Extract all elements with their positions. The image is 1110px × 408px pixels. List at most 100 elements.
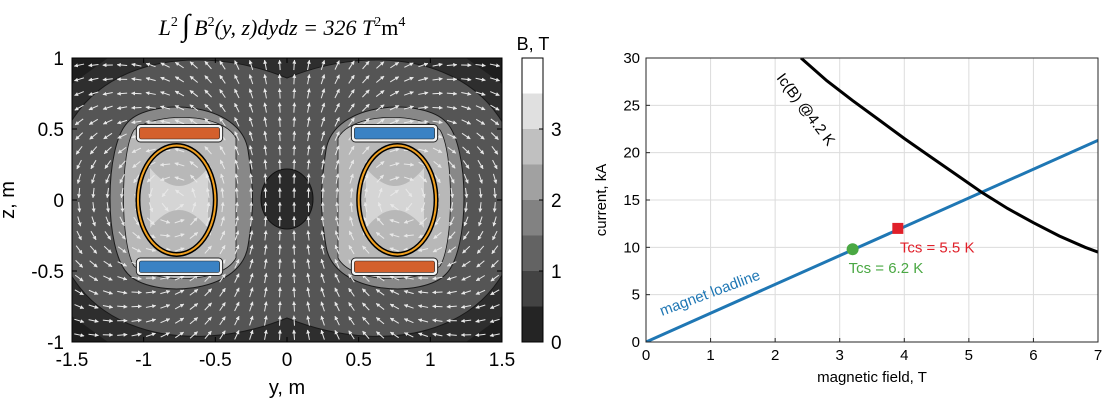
field-arrow [263,73,268,85]
field-arrow [77,202,82,213]
x-tick-label: 4 [900,347,908,364]
field-arrow [306,130,311,142]
field-arrow [145,91,156,96]
field-arrow [131,247,142,253]
field-arrow [375,288,385,296]
field-arrow [263,272,268,284]
field-arrow [204,316,212,325]
field-arrow [219,245,226,255]
field-arrow [249,258,254,269]
field-arrow [75,245,83,255]
field-arrow [102,304,114,309]
field-arrow [403,91,414,96]
field-arrow [447,133,457,139]
field-arrow [74,289,84,296]
loadline-y-ticks: 0 5 10 15 20 25 30 [623,50,650,351]
field-arrow [490,104,500,111]
field-arrow [476,260,485,268]
field-arrow [376,331,385,339]
field-arrow [74,318,85,324]
field-arrow [219,302,226,311]
field-arrow [475,77,486,82]
field-arrow [248,130,254,142]
field-arrow [492,230,498,241]
field-arrow [234,258,240,269]
field-arrow [263,173,268,184]
operating-points: Tcs = 6.2 K Tcs = 5.5 K [846,222,974,277]
field-arrow [306,315,311,326]
field-arrow [389,176,400,181]
x-tick-label: -0.5 [199,350,232,371]
field-arrow [403,318,414,324]
field-arrow [148,187,153,199]
field-arrow [145,332,156,337]
field-arrow [74,91,84,96]
field-arrow [417,247,429,252]
field-arrow [320,258,325,269]
field-arrow [74,333,85,338]
field-arrow [204,288,213,297]
field-arrow [159,105,171,110]
field-arrow [464,202,468,213]
field-arrow [132,231,141,240]
field-arrow [219,103,226,113]
field-arrow [334,216,339,227]
field-arrow [390,203,399,211]
field-arrow [334,60,340,70]
field-arrow [389,289,400,295]
vacuum-rings [135,143,439,257]
field-arrow [90,230,97,241]
field-arrow [403,105,415,110]
field-arrow [160,76,170,82]
field-arrow [375,303,385,310]
field-arrow [375,161,385,168]
field-arrow [263,59,268,71]
field-arrow [335,159,340,170]
y-tick-label: 0 [53,191,64,212]
field-arrow [446,261,457,267]
field-arrow [306,59,311,71]
field-arrow [190,217,198,226]
colorbar-band [522,271,543,307]
field-arrow [220,173,225,184]
field-arrow [348,60,355,70]
field-arrow [102,290,113,295]
field-arrow [321,159,326,170]
field-arrow [145,62,156,68]
field-arrow [418,77,429,82]
field-arrow [432,276,443,281]
field-arrow [306,102,311,113]
field-arrow [234,301,240,312]
field-arrow [263,215,268,227]
field-arrow [174,119,185,125]
field-arrow [160,332,171,338]
field-arrow [88,304,99,309]
field-arrow [362,89,370,98]
field-arrow [277,116,282,127]
field-arrow [489,77,500,82]
field-arrow [376,217,384,226]
y-tick-label: -0.5 [31,262,64,283]
y-tick-label: 0.5 [38,120,64,141]
field-arrow [145,77,156,82]
field-arrow [461,132,471,140]
field-arrow [131,120,142,125]
field-map-panel: L2 ∫ B2(y, z)dydz = 326 T2m4 -1.5 -1 -0.5 0 0.… [0,9,562,399]
field-arrow [375,90,385,97]
field-arrow [361,288,370,297]
field-arrow [306,286,311,298]
field-arrow [145,290,157,295]
field-arrow [146,174,155,183]
x-tick-label: 3 [836,347,844,364]
field-arrow [89,245,98,254]
field-arrow [364,187,369,198]
field-arrow [462,160,470,169]
field-arrow [204,245,212,254]
field-arrow [335,173,340,184]
field-arrow [348,316,355,326]
field-arrow [219,74,226,84]
field-arrow [348,103,355,113]
field-arrow [174,247,185,252]
field-arrow [476,132,485,140]
field-arrow [263,315,268,326]
